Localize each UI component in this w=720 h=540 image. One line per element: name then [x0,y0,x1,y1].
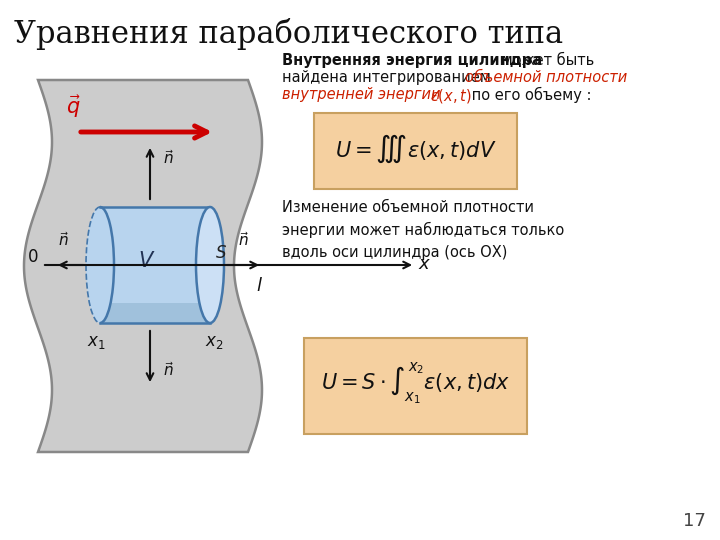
Text: $\vec{n}$: $\vec{n}$ [58,231,70,249]
Text: $0$: $0$ [27,248,38,266]
Text: $\vec{n}$: $\vec{n}$ [163,149,174,167]
Text: может быть: может быть [497,53,594,68]
Bar [100,207,210,323]
Text: $l$: $l$ [256,277,263,295]
Text: $\vec{n}$: $\vec{n}$ [238,231,250,249]
Ellipse shape [86,207,114,323]
Text: внутренней энергии: внутренней энергии [282,87,445,102]
Text: $\vec{q}$: $\vec{q}$ [66,93,81,120]
Text: 17: 17 [683,512,706,530]
FancyBboxPatch shape [304,338,527,434]
Text: $\epsilon(x, t)$: $\epsilon(x, t)$ [430,87,472,105]
Text: Внутренняя энергия цилиндра: Внутренняя энергия цилиндра [282,53,542,68]
Text: $x$: $x$ [418,255,431,273]
Ellipse shape [196,207,224,323]
Text: $U = \iiint \epsilon(x,t)dV$: $U = \iiint \epsilon(x,t)dV$ [335,133,496,165]
Text: $S$: $S$ [215,244,227,262]
Text: объемной плотности: объемной плотности [465,70,627,85]
Text: по его объему :: по его объему : [467,87,592,103]
FancyBboxPatch shape [314,113,517,189]
Text: $x_1$: $x_1$ [86,333,105,351]
Text: найдена интегрированием: найдена интегрированием [282,70,495,85]
Text: $x_2$: $x_2$ [204,333,223,351]
Polygon shape [100,303,210,323]
Polygon shape [24,80,262,452]
Text: Уравнения параболического типа: Уравнения параболического типа [14,18,563,50]
Text: $V$: $V$ [138,251,156,271]
Text: $U = S \cdot \int_{x_1}^{x_2} \epsilon(x,t)dx$: $U = S \cdot \int_{x_1}^{x_2} \epsilon(x… [321,361,510,407]
Text: Изменение объемной плотности
энергии может наблюдаться только
вдоль оси цилиндра: Изменение объемной плотности энергии мож… [282,200,564,260]
Text: $\vec{n}$: $\vec{n}$ [163,361,174,379]
